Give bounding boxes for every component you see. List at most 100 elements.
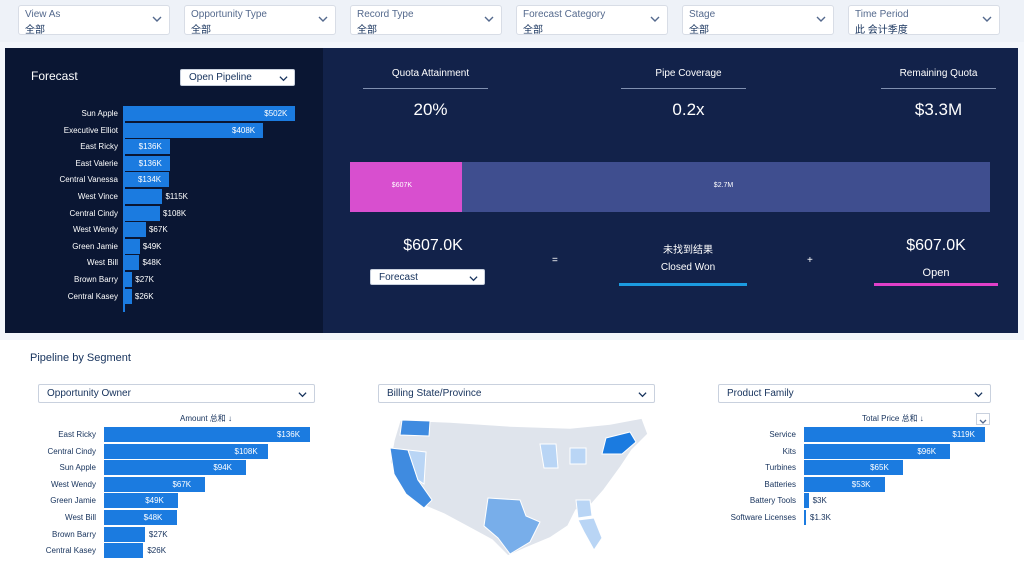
chevron-down-icon	[318, 16, 328, 22]
map-state-new-york	[601, 431, 637, 455]
bar-row: Executive Elliot $408K	[5, 122, 323, 138]
chevron-down-icon	[979, 419, 987, 424]
filter-stage[interactable]: Stage 全部	[682, 5, 834, 36]
bar-label: Kits	[782, 446, 796, 456]
summary-dashboard: Forecast Open Pipeline Sun Apple $502K Exe…	[5, 48, 1018, 333]
bar	[104, 427, 310, 442]
bar-value-label: $136K	[138, 142, 162, 152]
filter-label: Time Period	[855, 9, 909, 20]
open-total-value: $607.0K	[906, 237, 966, 254]
product-family-dropdown[interactable]: Product Family	[718, 384, 991, 403]
bar-value-label: $134K	[137, 175, 162, 185]
chevron-down-icon	[638, 392, 647, 398]
chevron-down-icon	[982, 16, 992, 22]
bar-value-label: $136K	[276, 430, 301, 439]
bar-row: West Wendy $67K	[5, 222, 323, 238]
bar-row: Central Cindy $108K	[0, 443, 1024, 459]
forecast-pipeline-dropdown[interactable]: Open Pipeline	[180, 69, 295, 86]
bar-label: West Bill	[65, 513, 96, 522]
quota-attainment-value: 20%	[413, 100, 448, 119]
bar-row: West Vince $115K	[5, 189, 323, 204]
total-price-header[interactable]: Total Price 总和 ↓	[862, 414, 924, 423]
bar-label: Batteries	[764, 479, 796, 489]
equals-sign: =	[552, 255, 558, 266]
bar-label: West Bill	[87, 258, 118, 268]
bar-value-label: $115K	[165, 192, 188, 201]
chart-axis	[123, 106, 125, 312]
filter-forecast-category[interactable]: Forecast Category 全部	[516, 5, 668, 36]
bar	[104, 543, 144, 559]
dropdown-label: Billing State/Province	[387, 388, 482, 399]
bar-value-label: $408K	[232, 125, 256, 135]
filter-label: View As	[25, 9, 61, 20]
billing-state-dropdown[interactable]: Billing State/Province	[378, 384, 655, 403]
pipe-coverage-label: Pipe Coverage	[655, 68, 722, 79]
bar-value-label: $65K	[870, 463, 889, 473]
bar-label: Brown Barry	[73, 275, 118, 284]
bar-row: Central Kasey $26K	[5, 288, 323, 304]
bar-label: Software Licenses	[730, 513, 796, 522]
filter-value: 此 会计季度	[855, 25, 908, 36]
open-segment	[461, 162, 990, 212]
bar	[123, 189, 163, 204]
bar	[104, 526, 145, 542]
dropdown-label: Open Pipeline	[189, 72, 252, 83]
bar-value-label: $26K	[134, 291, 154, 301]
map-state-ohio	[569, 447, 587, 465]
bar-label: Central Vanessa	[59, 175, 118, 185]
filter-value: 全部	[25, 25, 45, 36]
divider	[363, 88, 488, 89]
filter-value: 全部	[689, 25, 709, 36]
us-state-map	[389, 417, 649, 557]
closed-won-segment-label: $607K	[391, 182, 413, 189]
bar-value-label: $108K	[234, 446, 258, 456]
forecast-category-dropdown[interactable]: Forecast	[370, 269, 485, 285]
remaining-quota-value: $3.3M	[914, 100, 963, 119]
map-state-florida	[577, 517, 603, 551]
bar-row: Batteries $53K	[0, 476, 1024, 492]
chevron-down-icon	[469, 276, 478, 282]
filter-label: Opportunity Type	[191, 9, 267, 20]
bar-value-label: $94K	[213, 463, 233, 473]
bar	[123, 255, 140, 271]
closed-won-label: Closed Won	[660, 262, 716, 273]
map-state-illinois	[539, 443, 559, 469]
bar-label: Green Jamie	[72, 241, 118, 251]
filter-view-as[interactable]: View As 全部	[18, 5, 170, 36]
bar	[104, 493, 179, 509]
bar-value-label: $67K	[148, 225, 168, 235]
bar	[123, 122, 263, 138]
amount-sum-header[interactable]: Amount 总和 ↓	[180, 414, 233, 423]
opportunity-owner-dropdown[interactable]: Opportunity Owner	[38, 384, 315, 403]
filter-time-period[interactable]: Time Period 此 会计季度	[848, 5, 1000, 36]
bar-label: Turbines	[765, 463, 796, 473]
bar-value-label: $67K	[172, 479, 192, 489]
filter-record-type[interactable]: Record Type 全部	[350, 5, 502, 36]
filter-opportunity-type[interactable]: Opportunity Type 全部	[184, 5, 336, 36]
bar	[123, 172, 169, 188]
metrics-panel: Quota Attainment 20% Pipe Coverage 0.2x …	[323, 48, 1018, 333]
bar-label: Executive Elliot	[63, 125, 118, 135]
bar-label: Central Cindy	[69, 208, 118, 218]
bar-label: West Wendy	[72, 225, 118, 235]
no-results-text: 未找到结果	[663, 245, 713, 256]
forecast-bar-chart: Sun Apple $502K Executive Elliot $408K East …	[5, 106, 323, 316]
bar-row: Central Kasey $26K	[0, 543, 1024, 559]
bar-row: Kits $96K	[0, 443, 1024, 459]
chevron-down-icon	[152, 16, 162, 22]
bar	[804, 460, 904, 476]
bar-row: West Wendy $67K	[0, 476, 1024, 492]
forecast-panel: Forecast Open Pipeline Sun Apple $502K Exe…	[5, 48, 323, 333]
bar-label: Sun Apple	[81, 109, 118, 118]
forecast-title: Forecast	[31, 69, 78, 83]
bar	[104, 476, 206, 492]
bar-label: East Valerie	[75, 158, 118, 168]
bar	[123, 272, 133, 287]
bar	[104, 443, 268, 459]
bar-label: East Ricky	[58, 430, 96, 439]
bar-value-label: $49K	[145, 496, 164, 506]
pipeline-stacked-bar: $607K $2.7M	[350, 162, 990, 212]
sort-menu-button[interactable]	[976, 413, 990, 425]
open-underline	[874, 283, 998, 286]
bar-row: Green Jamie $49K	[0, 493, 1024, 509]
